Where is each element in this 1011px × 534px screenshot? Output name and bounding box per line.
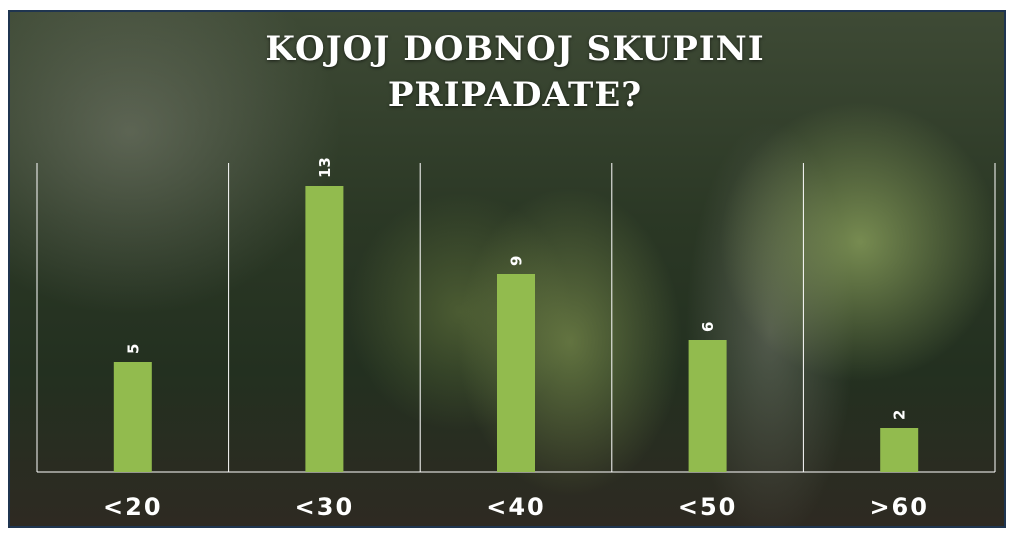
bar: [305, 186, 343, 472]
bar: [689, 340, 727, 472]
bar: [880, 428, 918, 472]
x-tick-label: >60: [869, 493, 929, 521]
page: <20 5 <30 13 <40 9 <50 6 >60 2 KOJOJ DOBNOJ SKUPI…: [0, 0, 1011, 534]
chart-title: KOJOJ DOBNOJ SKUPINI PRIPADATE?: [245, 26, 785, 118]
bar: [114, 362, 152, 472]
value-label: 13: [316, 157, 334, 178]
value-label: 9: [508, 256, 526, 266]
x-tick-label: <20: [103, 493, 163, 521]
value-label: 5: [124, 344, 142, 354]
x-tick-label: <50: [678, 493, 738, 521]
x-tick-label: <40: [486, 493, 546, 521]
value-label: 2: [891, 410, 909, 420]
bar: [497, 274, 535, 472]
x-tick-label: <30: [295, 493, 355, 521]
value-label: 6: [699, 322, 717, 332]
